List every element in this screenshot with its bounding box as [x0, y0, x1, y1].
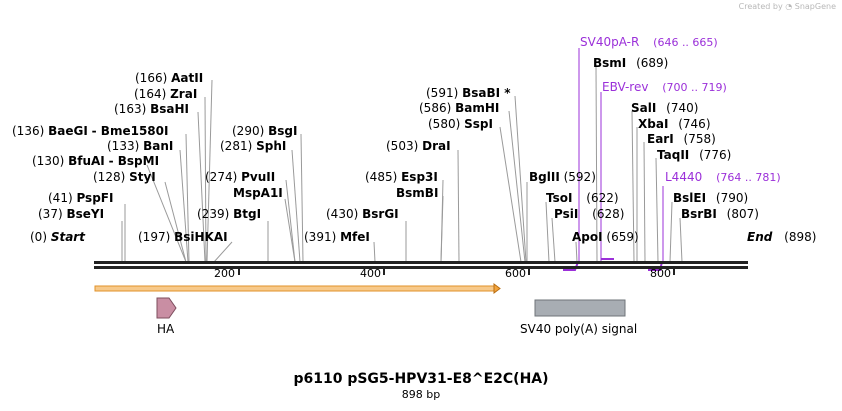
leader-sali	[631, 110, 635, 263]
leader-psii	[551, 217, 556, 263]
site-end[interactable]: End (898)	[747, 230, 817, 244]
leader-taqii	[655, 157, 659, 263]
ruler-label-800: 800	[650, 267, 671, 280]
site-bsahi[interactable]: (163) BsaHI	[114, 102, 190, 116]
site-psii[interactable]: PsiI (628)	[554, 207, 625, 221]
site-pspfi[interactable]: (41) PspFI	[48, 191, 114, 205]
leader-bani	[179, 149, 189, 263]
site-sspi[interactable]: (580) SspI	[428, 117, 493, 131]
site-start[interactable]: (0) Start	[30, 230, 85, 244]
backbone-top-strand	[94, 261, 748, 264]
primer-sv40pa-r-arrow	[563, 261, 579, 271]
leader-bslei	[669, 201, 673, 263]
primer-l4440-arrow	[648, 261, 663, 271]
leader-sphi	[291, 149, 301, 263]
ruler-label-600: 600	[505, 267, 526, 280]
feature-ha-label[interactable]: HA	[157, 322, 175, 336]
site-btgi[interactable]: (239) BtgI	[197, 207, 262, 221]
site-mfei[interactable]: (391) MfeI	[304, 230, 370, 244]
leader-apoi	[575, 241, 578, 263]
primer-graphics	[563, 48, 664, 271]
feature-sv40-label[interactable]: SV40 poly(A) signal	[520, 322, 638, 336]
leader-tsoi	[545, 201, 550, 263]
leader-eari	[643, 141, 646, 263]
site-bamhi[interactable]: (586) BamHI	[419, 101, 500, 115]
site-bspmi[interactable]: - BspMI	[108, 154, 160, 168]
site-sali[interactable]: SalI (740)	[631, 101, 699, 115]
site-esp3i[interactable]: (485) Esp3I	[365, 170, 438, 184]
primer-l4440[interactable]: L4440 (764 .. 781)	[665, 170, 781, 184]
map-title: p6110 pSG5-HPV31-E8^E2C(HA)	[293, 371, 549, 387]
site-sphi[interactable]: (281) SphI	[220, 139, 287, 153]
site-bme1580i[interactable]: - Bme1580I	[91, 124, 169, 138]
credit-brand: SnapGene	[794, 2, 836, 11]
site-bsihkai[interactable]: (197) BsiHKAI	[138, 230, 228, 244]
site-tsoi[interactable]: TsoI (622)	[546, 191, 619, 205]
leader-bsrbi	[679, 217, 683, 263]
leader-bamhi	[508, 110, 526, 263]
leader-bsihkai	[213, 241, 233, 263]
site-leader-lines	[121, 65, 683, 263]
site-bsrgi[interactable]: (430) BsrGI	[326, 207, 399, 221]
site-bsabi[interactable]: (591) BsaBI *	[426, 86, 511, 100]
snapgene-credit: Created by ◔ SnapGene	[739, 2, 836, 11]
map-length: 898 bp	[401, 388, 441, 401]
site-bsmi[interactable]: BsmI (689)	[593, 56, 669, 70]
backbone-bottom-strand	[94, 266, 748, 269]
site-zrai[interactable]: (164) ZraI	[134, 87, 198, 101]
site-eari[interactable]: EarI (758)	[647, 132, 716, 146]
site-styi[interactable]: (128) StyI	[93, 170, 156, 184]
leader-sspi	[499, 126, 522, 263]
snapgene-logo-icon: ◔	[785, 2, 793, 11]
site-bslei[interactable]: BslEI (790)	[673, 191, 749, 205]
site-apoi[interactable]: ApoI (659)	[572, 230, 639, 244]
ruler-label-400: 400	[360, 267, 381, 280]
leader-bsahi	[197, 111, 206, 263]
leader-styi	[164, 181, 187, 263]
leader-baegi	[185, 133, 190, 263]
leader-esp3i	[440, 179, 444, 263]
leader-bsabi	[514, 95, 527, 263]
site-bfuai[interactable]: (130) BfuAI - BspMI	[32, 154, 160, 168]
site-mspa1i[interactable]: MspA1I	[233, 186, 283, 200]
leader-pvuii	[285, 179, 296, 263]
leader-mspa1i	[284, 198, 296, 263]
ruler-ticks	[238, 269, 675, 275]
site-taqii[interactable]: TaqII (776)	[657, 148, 732, 162]
leader-aatii	[206, 79, 213, 263]
site-bseyi[interactable]: (37) BseYI	[38, 207, 105, 221]
site-aatii[interactable]: (166) AatII	[135, 71, 204, 85]
credit-prefix: Created by	[738, 2, 783, 11]
site-baegi[interactable]: (136) BaeGI - Bme1580I	[12, 124, 169, 138]
ha-feature-arrow	[156, 297, 177, 319]
ruler-label-200: 200	[214, 267, 235, 280]
site-bsrbi[interactable]: BsrBI (807)	[681, 207, 759, 221]
site-bsgi[interactable]: (290) BsgI	[232, 124, 298, 138]
site-bsmbi[interactable]: BsmBI	[396, 186, 439, 200]
leader-bsgi	[300, 133, 304, 263]
sv40-polya-box	[534, 299, 626, 317]
leader-bsmi	[595, 65, 598, 263]
leader-drai	[457, 149, 460, 263]
leader-zrai	[204, 96, 207, 263]
site-pvuii[interactable]: (274) PvuII	[205, 170, 276, 184]
leader-mfei	[373, 241, 376, 263]
site-drai[interactable]: (503) DraI	[386, 139, 451, 153]
site-xbai[interactable]: XbaI (746)	[638, 117, 711, 131]
orf-arrow	[94, 283, 501, 294]
primer-sv40pa-r[interactable]: SV40pA-R (646 .. 665)	[580, 35, 718, 49]
primer-ebv-rev[interactable]: EBV-rev (700 .. 719)	[602, 80, 727, 94]
site-bglii[interactable]: BglII (592)	[529, 170, 596, 184]
site-bani[interactable]: (133) BanI	[107, 139, 174, 153]
leader-bfuai	[146, 164, 187, 263]
